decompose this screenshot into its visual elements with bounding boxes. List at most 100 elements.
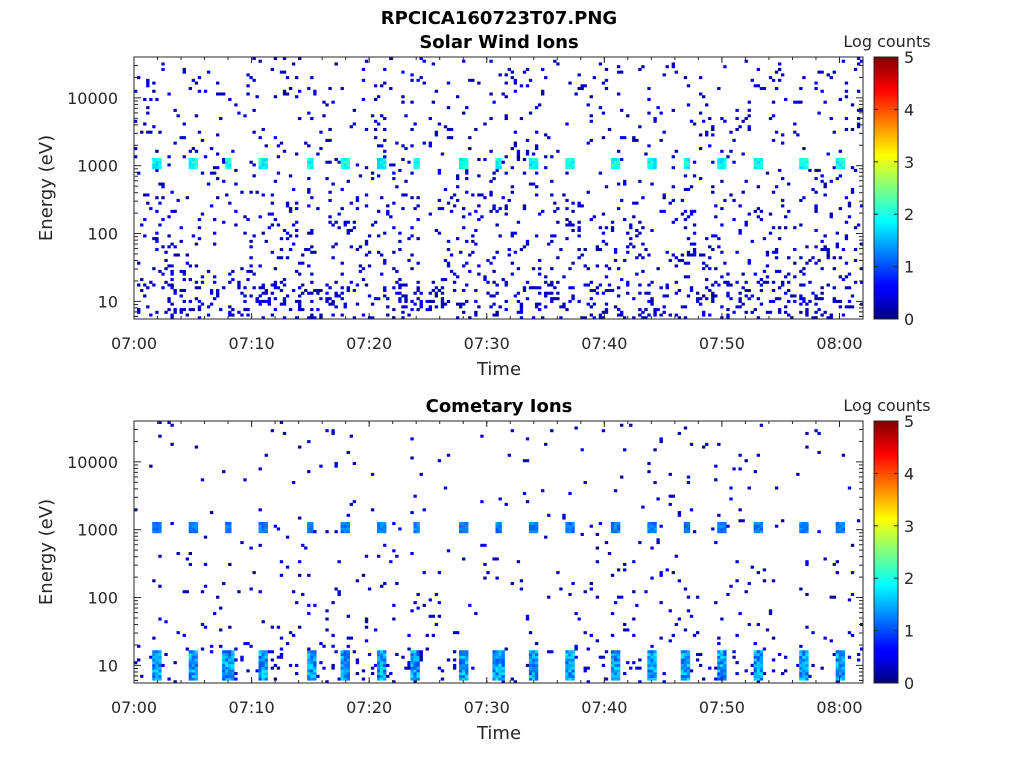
heatmap-cell xyxy=(616,661,621,665)
heatmap-cell xyxy=(616,669,621,673)
heatmap-cell xyxy=(525,614,530,618)
heatmap-cell xyxy=(273,677,278,681)
heatmap-cell xyxy=(835,674,839,678)
heatmap-cell xyxy=(702,119,706,123)
heatmap-cell xyxy=(714,541,718,545)
heatmap-cell xyxy=(343,527,347,531)
heatmap-cell xyxy=(568,157,572,162)
heatmap-cell xyxy=(158,130,162,134)
heatmap-cell xyxy=(437,666,442,670)
heatmap-cell xyxy=(337,212,341,216)
heatmap-cell xyxy=(492,661,496,665)
heatmap-cell xyxy=(158,666,162,670)
heatmap-cell xyxy=(501,672,505,676)
heatmap-cell xyxy=(510,190,514,194)
heatmap-cell xyxy=(565,308,569,312)
heatmap-cell xyxy=(805,592,809,596)
heatmap-cell xyxy=(352,288,357,293)
heatmap-cell xyxy=(307,677,311,681)
heatmap-cell xyxy=(799,302,803,306)
heatmap-cell xyxy=(264,652,268,657)
heatmap-cell xyxy=(401,193,405,197)
heatmap-cell xyxy=(337,226,341,230)
heatmap-cell xyxy=(231,661,235,665)
heatmap-cell xyxy=(307,264,311,268)
heatmap-cell xyxy=(267,650,271,654)
heatmap-cell xyxy=(404,147,408,151)
heatmap-cell xyxy=(516,299,521,303)
heatmap-cell xyxy=(799,663,803,667)
heatmap-cell xyxy=(209,650,214,654)
heatmap-cell xyxy=(744,310,748,314)
heatmap-cell xyxy=(194,242,199,246)
heatmap-cell xyxy=(264,527,268,531)
heatmap-cell xyxy=(777,168,782,172)
heatmap-cell xyxy=(680,672,685,676)
y-tick-label: 100 xyxy=(87,225,118,244)
heatmap-cell xyxy=(586,190,590,194)
heatmap-cell xyxy=(601,291,606,295)
heatmap-cell xyxy=(249,190,253,194)
heatmap-cell xyxy=(528,521,533,526)
heatmap-cell xyxy=(416,527,420,531)
heatmap-cell xyxy=(853,67,858,71)
heatmap-cell xyxy=(231,677,235,681)
heatmap-cell xyxy=(161,67,165,71)
heatmap-cell xyxy=(726,524,730,528)
heatmap-cell xyxy=(407,160,411,164)
heatmap-cell xyxy=(252,130,256,134)
heatmap-cell xyxy=(610,674,615,678)
heatmap-cell xyxy=(638,283,642,287)
heatmap-cell xyxy=(616,595,621,599)
heatmap-cell xyxy=(194,652,199,657)
x-tick-label: 07:10 xyxy=(229,334,275,353)
heatmap-cell xyxy=(361,267,366,271)
heatmap-cell xyxy=(492,674,496,678)
heatmap-cell xyxy=(835,672,839,676)
heatmap-cell xyxy=(222,650,226,654)
heatmap-cell xyxy=(222,92,226,96)
heatmap-cell xyxy=(167,163,171,167)
heatmap-cell xyxy=(152,672,156,676)
heatmap-cell xyxy=(856,223,861,227)
heatmap-cell xyxy=(632,633,636,637)
heatmap-cell xyxy=(468,253,472,257)
heatmap-cell xyxy=(146,106,150,110)
heatmap-cell xyxy=(179,308,183,312)
heatmap-cell xyxy=(307,647,311,651)
heatmap-cell xyxy=(264,655,268,659)
heatmap-cell xyxy=(544,133,548,137)
heatmap-cell xyxy=(525,437,530,441)
heatmap-cell xyxy=(683,663,688,667)
heatmap-cell xyxy=(231,308,235,312)
heatmap-cell xyxy=(349,502,353,506)
heatmap-cell xyxy=(398,278,402,282)
heatmap-cell xyxy=(158,163,162,167)
heatmap-cell xyxy=(431,288,436,293)
heatmap-cell xyxy=(267,299,271,303)
heatmap-cell xyxy=(653,663,657,667)
heatmap-cell xyxy=(474,242,478,246)
heatmap-cell xyxy=(513,680,518,684)
heatmap-cell xyxy=(331,223,335,227)
heatmap-cell xyxy=(510,70,514,74)
heatmap-cell xyxy=(528,663,533,667)
heatmap-cell xyxy=(838,207,843,211)
heatmap-cell xyxy=(343,305,347,309)
heatmap-cell xyxy=(228,663,232,667)
heatmap-cell xyxy=(525,500,530,504)
heatmap-cell xyxy=(337,592,341,596)
heatmap-cell xyxy=(702,95,706,99)
heatmap-cell xyxy=(735,280,739,284)
heatmap-cell xyxy=(197,308,202,312)
heatmap-cell xyxy=(531,166,536,170)
heatmap-cell xyxy=(319,313,323,317)
heatmap-cell xyxy=(598,316,603,320)
heatmap-cell xyxy=(407,666,411,670)
heatmap-cell xyxy=(838,157,843,162)
heatmap-cell xyxy=(194,663,199,667)
heatmap-cell xyxy=(474,299,478,303)
heatmap-cell xyxy=(194,166,199,170)
heatmap-cell xyxy=(610,160,615,164)
heatmap-cell xyxy=(686,658,691,662)
